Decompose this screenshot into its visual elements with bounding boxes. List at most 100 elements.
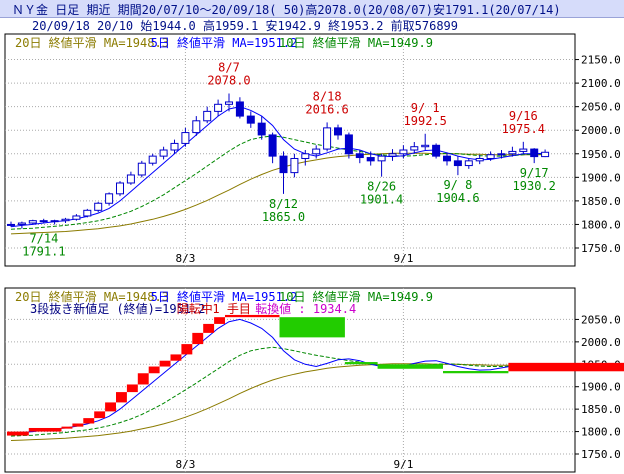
tlb-brick (203, 323, 215, 333)
candle-body (475, 157, 484, 162)
candle-body (312, 148, 321, 155)
candle-body (105, 193, 114, 204)
top-y-tick-label: 1900.0 (581, 171, 621, 184)
high-annotation-date: 9/ 1 (411, 101, 440, 115)
top-ma20-line (10, 152, 546, 235)
tlb-brick (181, 344, 193, 355)
candle-body (72, 215, 81, 220)
candle-body (519, 148, 528, 152)
low-annotation-value: 1930.2 (513, 179, 556, 193)
bottom-legend-item: 10日 終値平滑 MA=1949.9 (279, 289, 433, 304)
bottom-legend-item: 20日 終値平滑 MA=1948.3 (15, 289, 169, 304)
candle-body (530, 148, 539, 158)
bottom-ma10-line (10, 346, 546, 437)
top-y-tick-label: 1850.0 (581, 195, 621, 208)
candle-body (170, 142, 179, 151)
candle-body (508, 150, 517, 155)
high-annotation-value: 1975.4 (502, 122, 545, 136)
tlb-brick (83, 418, 95, 424)
top-ma5-line (10, 106, 546, 228)
bottom-y-tick-label: 1850.0 (581, 403, 621, 416)
candle-body (366, 157, 375, 162)
candle-body (377, 155, 386, 162)
candle-body (486, 154, 495, 159)
tlb-brick (7, 431, 29, 436)
low-annotation-value: 1901.4 (360, 193, 403, 207)
tlb-brick (159, 360, 171, 367)
candle-body (116, 182, 124, 195)
candle-body (61, 218, 70, 222)
tlb-brick (148, 366, 160, 374)
top-y-tick-label: 2150.0 (581, 54, 621, 67)
low-annotation-value: 1865.0 (262, 210, 305, 224)
top-y-tick-label: 2100.0 (581, 77, 621, 90)
candle-body (214, 103, 223, 112)
candle-body (39, 220, 48, 223)
candle-body (225, 101, 233, 105)
high-annotation-date: 8/18 (313, 89, 342, 103)
tlb-brick (61, 426, 73, 429)
candle-body (181, 132, 190, 144)
candle-body (137, 162, 146, 176)
tlb-info-reversal: 転換値 : 1934.4 (255, 301, 356, 316)
candle-body (355, 153, 364, 159)
high-annotation-value: 2016.6 (305, 102, 348, 116)
tlb-brick (28, 427, 62, 432)
low-annotation-value: 1791.1 (22, 245, 65, 259)
tlb-brick (126, 384, 138, 393)
top-x-tick-label: 8/3 (175, 252, 195, 265)
bottom-y-tick-label: 1900.0 (581, 381, 621, 394)
high-annotation-value: 1992.5 (404, 114, 447, 128)
tlb-brick (279, 317, 345, 338)
low-annotation-date: 9/ 8 (443, 178, 472, 192)
low-annotation-date: 8/12 (269, 197, 298, 211)
candle-body (17, 222, 26, 225)
header-line-1: ＮＹ金 日足 期近 期間20/07/10～20/09/18( 50)高2078.… (12, 3, 561, 17)
candle-body (290, 157, 299, 174)
high-annotation-date: 9/16 (509, 109, 538, 123)
candle-body (148, 155, 157, 164)
bottom-y-tick-label: 1800.0 (581, 426, 621, 439)
candle-body (344, 134, 353, 155)
tlb-info-count: 1 手目 (212, 302, 250, 316)
tlb-brick (377, 364, 443, 369)
high-annotation-value: 2078.0 (207, 73, 250, 87)
candle-body (246, 115, 255, 124)
tlb-brick (192, 332, 204, 345)
top-x-tick-label: 9/1 (393, 252, 413, 265)
candle-body (301, 153, 310, 159)
candle-body (28, 220, 37, 224)
bottom-y-tick-label: 1750.0 (581, 448, 621, 461)
header-summary-bar: ＮＹ金 日足 期近 期間20/07/10～20/09/18( 50)高2078.… (0, 0, 624, 18)
top-y-tick-label: 1950.0 (581, 148, 621, 161)
tlb-info-prefix: 3段抜き新値足 (終値)=1951.2 (30, 301, 205, 316)
bottom-ma20-line (10, 363, 546, 441)
candle-body (83, 209, 92, 217)
candle-body (443, 155, 451, 162)
candle-body (432, 144, 441, 157)
top-legend-item: 10日 終値平滑 MA=1949.9 (279, 35, 433, 50)
top-y-tick-label: 2000.0 (581, 124, 621, 137)
tlb-brick (137, 373, 149, 385)
candle-body (50, 220, 59, 223)
candle-body (7, 223, 15, 226)
candle-body (192, 120, 201, 134)
top-ma10-line (10, 135, 546, 230)
bottom-y-tick-label: 2000.0 (581, 336, 621, 349)
candle-body (410, 146, 419, 151)
tlb-brick (225, 314, 280, 318)
tlb-brick (443, 371, 509, 374)
bottom-legend-item: 5日 終値平滑 MA=1951.2 (151, 289, 298, 304)
tlb-brick (94, 411, 106, 419)
tlb-brick (105, 402, 116, 412)
tlb-brick (508, 362, 624, 372)
bottom-ma5-line (10, 318, 546, 435)
candle-body (421, 144, 430, 148)
candle-body (464, 160, 473, 167)
low-annotation-date: 8/26 (367, 180, 396, 194)
candle-body (159, 149, 168, 157)
candle-body (279, 155, 288, 174)
top-y-tick-label: 1800.0 (581, 218, 621, 231)
candle-body (203, 110, 212, 122)
